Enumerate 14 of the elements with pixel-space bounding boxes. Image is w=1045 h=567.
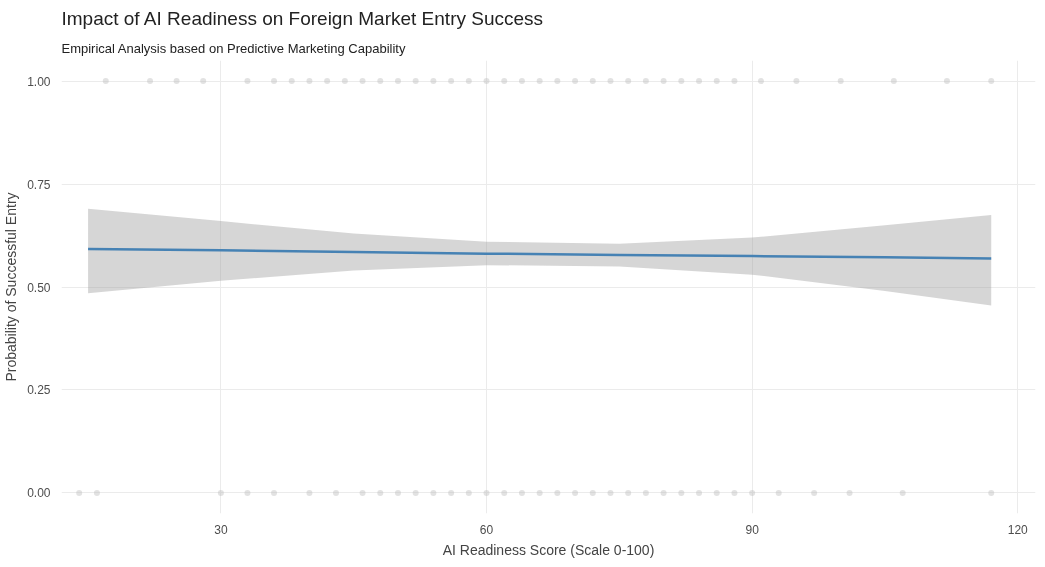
- x-axis-title: AI Readiness Score (Scale 0-100): [442, 541, 655, 558]
- y-tick-label: 0.00: [27, 486, 51, 501]
- y-tick-label: 1.00: [27, 74, 51, 89]
- x-tick-label: 30: [214, 522, 228, 537]
- chart-title: Impact of AI Readiness on Foreign Market Entry Success: [61, 7, 544, 29]
- x-tick-label: 60: [479, 522, 494, 537]
- y-tick-label: 0.50: [27, 280, 51, 295]
- y-tick-label: 0.25: [27, 383, 51, 398]
- chart-subtitle: Empirical Analysis based on Predictive Marketing Capability: [61, 40, 406, 56]
- y-axis-title: Probability of Successful Entry: [3, 192, 20, 382]
- x-tick-label: 90: [745, 522, 760, 537]
- y-tick-label: 0.75: [27, 177, 51, 192]
- line-series: [86, 247, 993, 260]
- x-tick-label: 120: [1007, 522, 1029, 537]
